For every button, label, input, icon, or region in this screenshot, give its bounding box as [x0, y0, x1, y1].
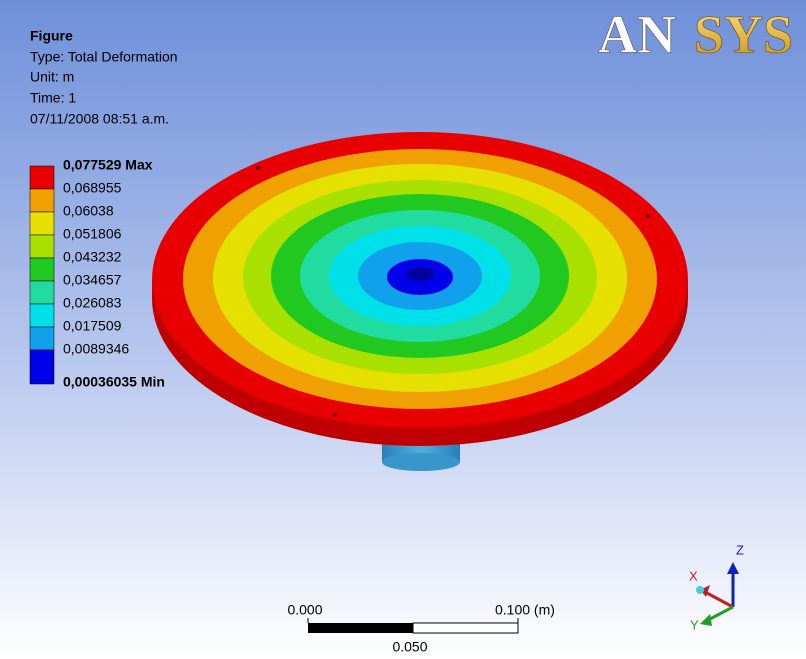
scale-start: 0.000 — [287, 602, 322, 618]
date: 07/11/2008 08:51 a.m. — [30, 111, 169, 127]
legend-label: 0,077529 Max — [63, 157, 153, 173]
legend-label: 0,043232 — [63, 249, 122, 265]
legend-colors — [30, 166, 54, 384]
logo-an: AN — [598, 4, 676, 64]
result-type: Type: Total Deformation — [30, 49, 178, 65]
scale-mid: 0.050 — [392, 639, 427, 655]
unit: Unit: m — [30, 69, 74, 85]
axis-z: Z — [736, 542, 744, 557]
scale-end: 0.100 (m) — [495, 602, 555, 618]
legend-label: 0,068955 — [63, 180, 122, 196]
legend-label: 0,034657 — [63, 272, 122, 288]
logo-sys: SYS — [694, 4, 793, 64]
axis-x: X — [689, 568, 698, 583]
legend-label: 0,06038 — [63, 203, 114, 219]
axis-y: Y — [690, 617, 699, 632]
legend-label: 0,0089346 — [63, 341, 129, 357]
legend-label: 0,017509 — [63, 318, 122, 334]
viewport: Figure Type: Total Deformation Unit: m T… — [0, 0, 806, 659]
legend-label: 0,026083 — [63, 295, 122, 311]
legend-label: 0,00036035 Min — [63, 374, 165, 390]
figure-title: Figure — [30, 28, 73, 44]
time: Time: 1 — [30, 90, 76, 106]
legend-label: 0,051806 — [63, 226, 122, 242]
